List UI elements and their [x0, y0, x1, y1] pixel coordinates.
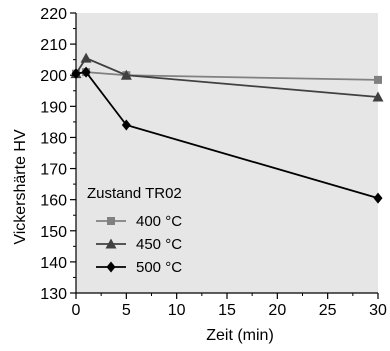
legend: Zustand TR02 400 °C 450 °C 500 °C [87, 185, 182, 276]
y-tick-label: 140 [40, 255, 67, 272]
x-axis-ticks: 0 5 10 15 20 25 30 [72, 293, 387, 319]
legend-label: 450 °C [136, 236, 182, 253]
y-tick-label: 150 [40, 224, 67, 241]
y-tick-label: 180 [40, 130, 67, 147]
y-tick-label: 220 [40, 6, 67, 23]
data-point [80, 52, 92, 63]
x-tick-label: 5 [122, 302, 131, 319]
y-tick-label: 190 [40, 99, 67, 116]
legend-label: 500 °C [136, 259, 182, 276]
legend-marker [106, 261, 116, 273]
y-axis-label: Vickershärte HV [12, 129, 29, 245]
data-point [121, 119, 131, 131]
y-tick-label: 200 [40, 68, 67, 85]
legend-label: 400 °C [136, 213, 182, 230]
y-tick-label: 170 [40, 162, 67, 179]
x-tick-label: 20 [268, 302, 286, 319]
legend-title: Zustand TR02 [87, 185, 182, 202]
legend-item: 500 °C [96, 259, 182, 276]
legend-item: 450 °C [96, 236, 182, 253]
y-tick-label: 210 [40, 37, 67, 54]
x-tick-label: 25 [319, 302, 337, 319]
data-point [373, 192, 383, 204]
legend-marker [105, 238, 117, 249]
legend-items: 400 °C 450 °C 500 °C [96, 213, 182, 276]
legend-marker [107, 217, 115, 225]
x-tick-label: 30 [369, 302, 387, 319]
x-tick-label: 15 [218, 302, 236, 319]
y-tick-label: 130 [40, 286, 67, 303]
series-diamond [71, 66, 383, 204]
plot-area [76, 13, 378, 293]
y-tick-label: 160 [40, 193, 67, 210]
series-layer [70, 52, 384, 204]
x-tick-label: 0 [72, 302, 81, 319]
data-point [81, 66, 91, 78]
series-line [75, 56, 379, 98]
data-point [120, 69, 132, 80]
data-point [374, 75, 382, 84]
x-axis-label: Zeit (min) [206, 327, 274, 344]
y-axis-ticks: 130 140 150 160 170 180 190 200 210 220 [40, 6, 76, 303]
legend-item: 400 °C [96, 213, 182, 230]
series-line [75, 71, 379, 199]
x-tick-label: 10 [168, 302, 186, 319]
data-point [372, 91, 384, 102]
